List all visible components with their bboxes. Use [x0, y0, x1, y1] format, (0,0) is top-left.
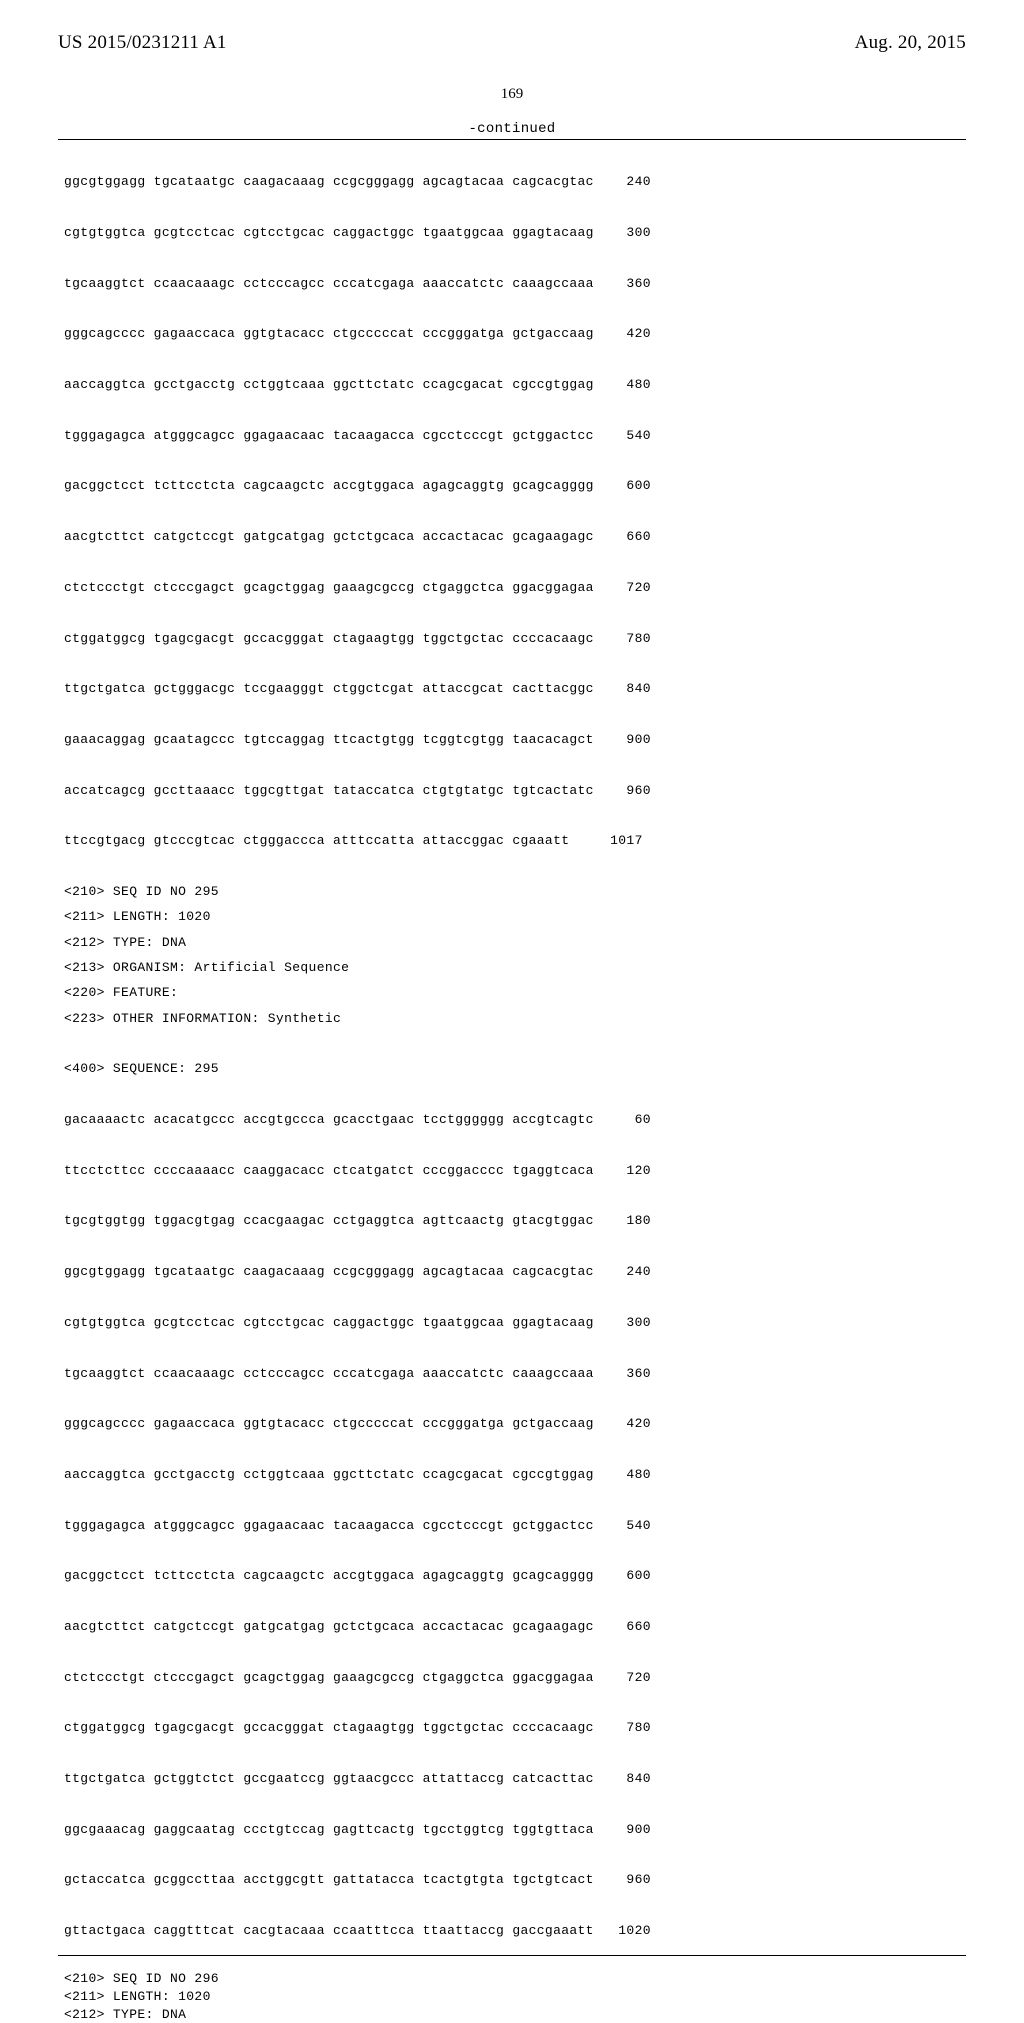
- publication-number: US 2015/0231211 A1: [58, 32, 227, 54]
- sequence-listing-body: ggcgtggagg tgcataatgc caagacaaag ccgcggg…: [58, 140, 966, 1955]
- sequence-listing-block: ggcgtggagg tgcataatgc caagacaaag ccgcggg…: [58, 139, 966, 1956]
- continued-label: -continued: [58, 121, 966, 137]
- trailing-metadata: <210> SEQ ID NO 296 <211> LENGTH: 1020 <…: [58, 1956, 966, 2023]
- publication-date: Aug. 20, 2015: [855, 32, 966, 54]
- page-number: 169: [58, 86, 966, 103]
- page-container: US 2015/0231211 A1 Aug. 20, 2015 169 -co…: [0, 0, 1024, 1320]
- page-header: US 2015/0231211 A1 Aug. 20, 2015: [58, 32, 966, 54]
